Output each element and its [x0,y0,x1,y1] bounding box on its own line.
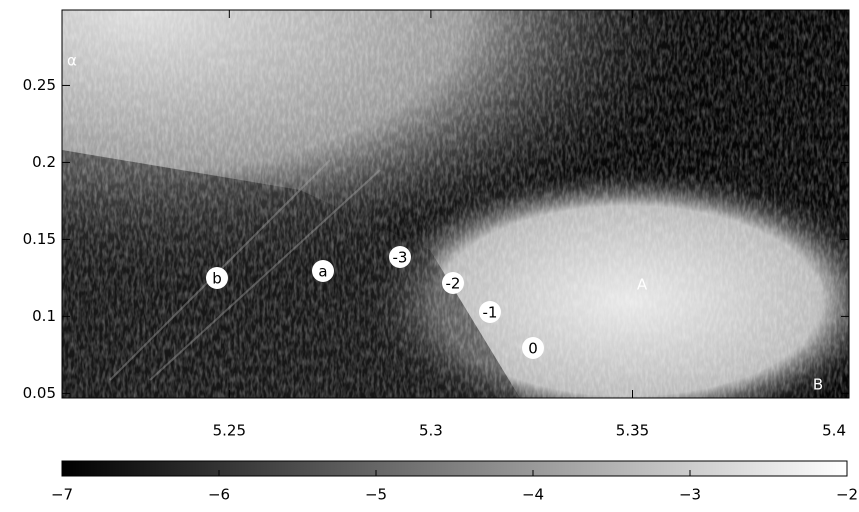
annotation: -3 [393,249,408,267]
figure: 5.25 5.3 5.35 5.4 0.05 0.1 0.15 0.2 0.25 −7 −6 −5 −4… [0,0,859,508]
heatmap-image [62,10,849,398]
annotation: B [813,376,823,394]
colorbar-tick-label: −2 [836,486,858,504]
colorbar-tick-label: −4 [522,486,544,504]
annotation: α [67,52,77,70]
colorbar-tick-label: −5 [365,486,387,504]
y-tick-label: 0.25 [23,76,56,94]
annotation: A [637,276,648,294]
y-tick-label: 0.15 [23,230,56,248]
x-tick-label: 5.4 [822,422,846,440]
x-tick-label: 5.3 [419,422,443,440]
x-tick-label: 5.25 [213,422,246,440]
x-tick-label: 5.35 [616,422,649,440]
annotation: a [318,263,327,281]
annotation: -1 [483,304,498,322]
colorbar-tick-label: −6 [208,486,230,504]
colorbar-tick-label: −3 [679,486,701,504]
y-tick-label: 0.2 [32,153,56,171]
colorbar [62,461,847,476]
colorbar-tick-label: −7 [51,486,73,504]
y-tick-label: 0.1 [32,307,56,325]
annotation: 0 [528,340,538,358]
annotation: b [212,270,222,288]
annotation: -2 [446,275,461,293]
y-tick-label: 0.05 [23,384,56,402]
